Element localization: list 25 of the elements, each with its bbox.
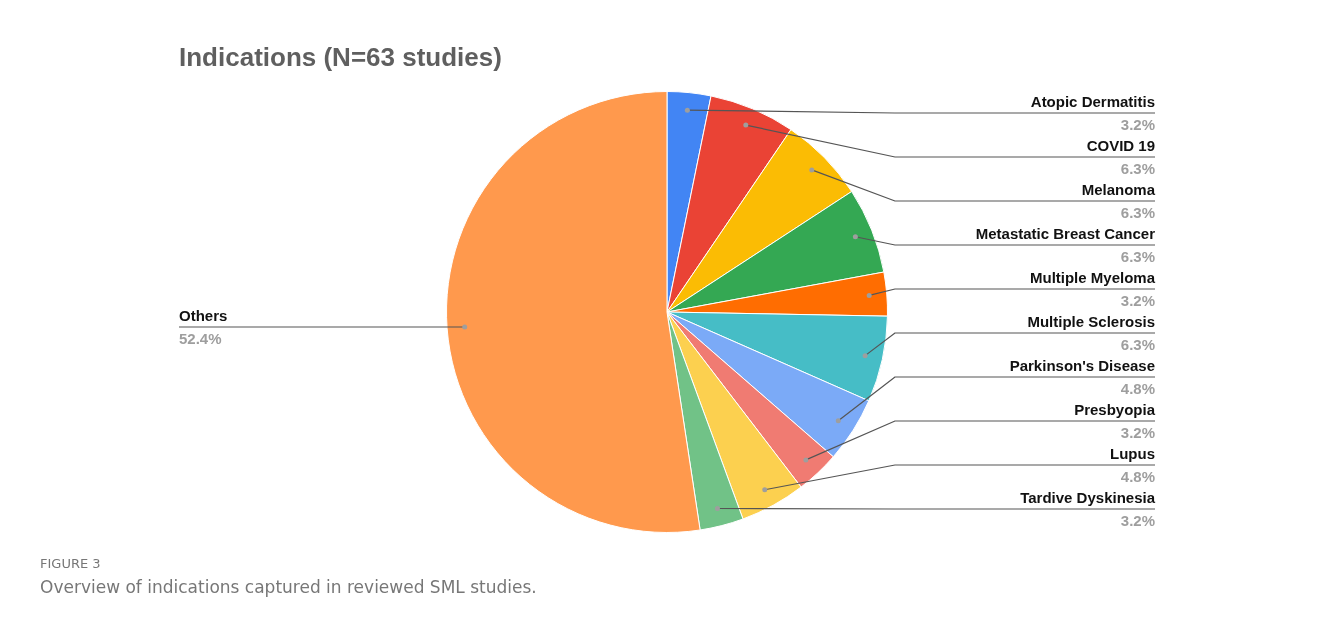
slice-label: Melanoma (1081, 181, 1156, 198)
caption: FIGURE 3 (40, 556, 102, 571)
slice-label: Lupus (1110, 445, 1155, 462)
data-label: 6.3% (1120, 336, 1155, 353)
slice-label: Parkinson's Disease (1009, 357, 1155, 374)
data-label: 6.3% (1120, 248, 1155, 265)
slice-label: Atopic Dermatitis (1030, 93, 1155, 110)
data-label: 3.2% (1120, 424, 1155, 441)
data-label: 3.2% (1120, 116, 1155, 133)
data-label: 52.4% (179, 330, 222, 347)
data-label: 4.8% (1120, 380, 1155, 397)
slice-label: Others (179, 307, 228, 324)
text: Overview of indications captured in reviewed SML studies. (40, 577, 537, 597)
slice-label: COVID 19 (1086, 137, 1155, 154)
data-label: 3.2% (1120, 512, 1155, 529)
slice-label: Metastatic Breast Cancer (975, 225, 1156, 242)
data-label: 6.3% (1120, 204, 1155, 221)
data-label: 3.2% (1120, 292, 1155, 309)
chart-title: Indications (N=63 studies) (179, 42, 502, 72)
slice-label: Multiple Sclerosis (1027, 313, 1155, 330)
data-label: 4.8% (1120, 468, 1155, 485)
slice-label: Presbyopia (1074, 401, 1156, 418)
slice-label: Tardive Dyskinesia (1020, 489, 1156, 506)
data-label: 6.3% (1120, 160, 1155, 177)
slice-label: Multiple Myeloma (1029, 269, 1156, 286)
